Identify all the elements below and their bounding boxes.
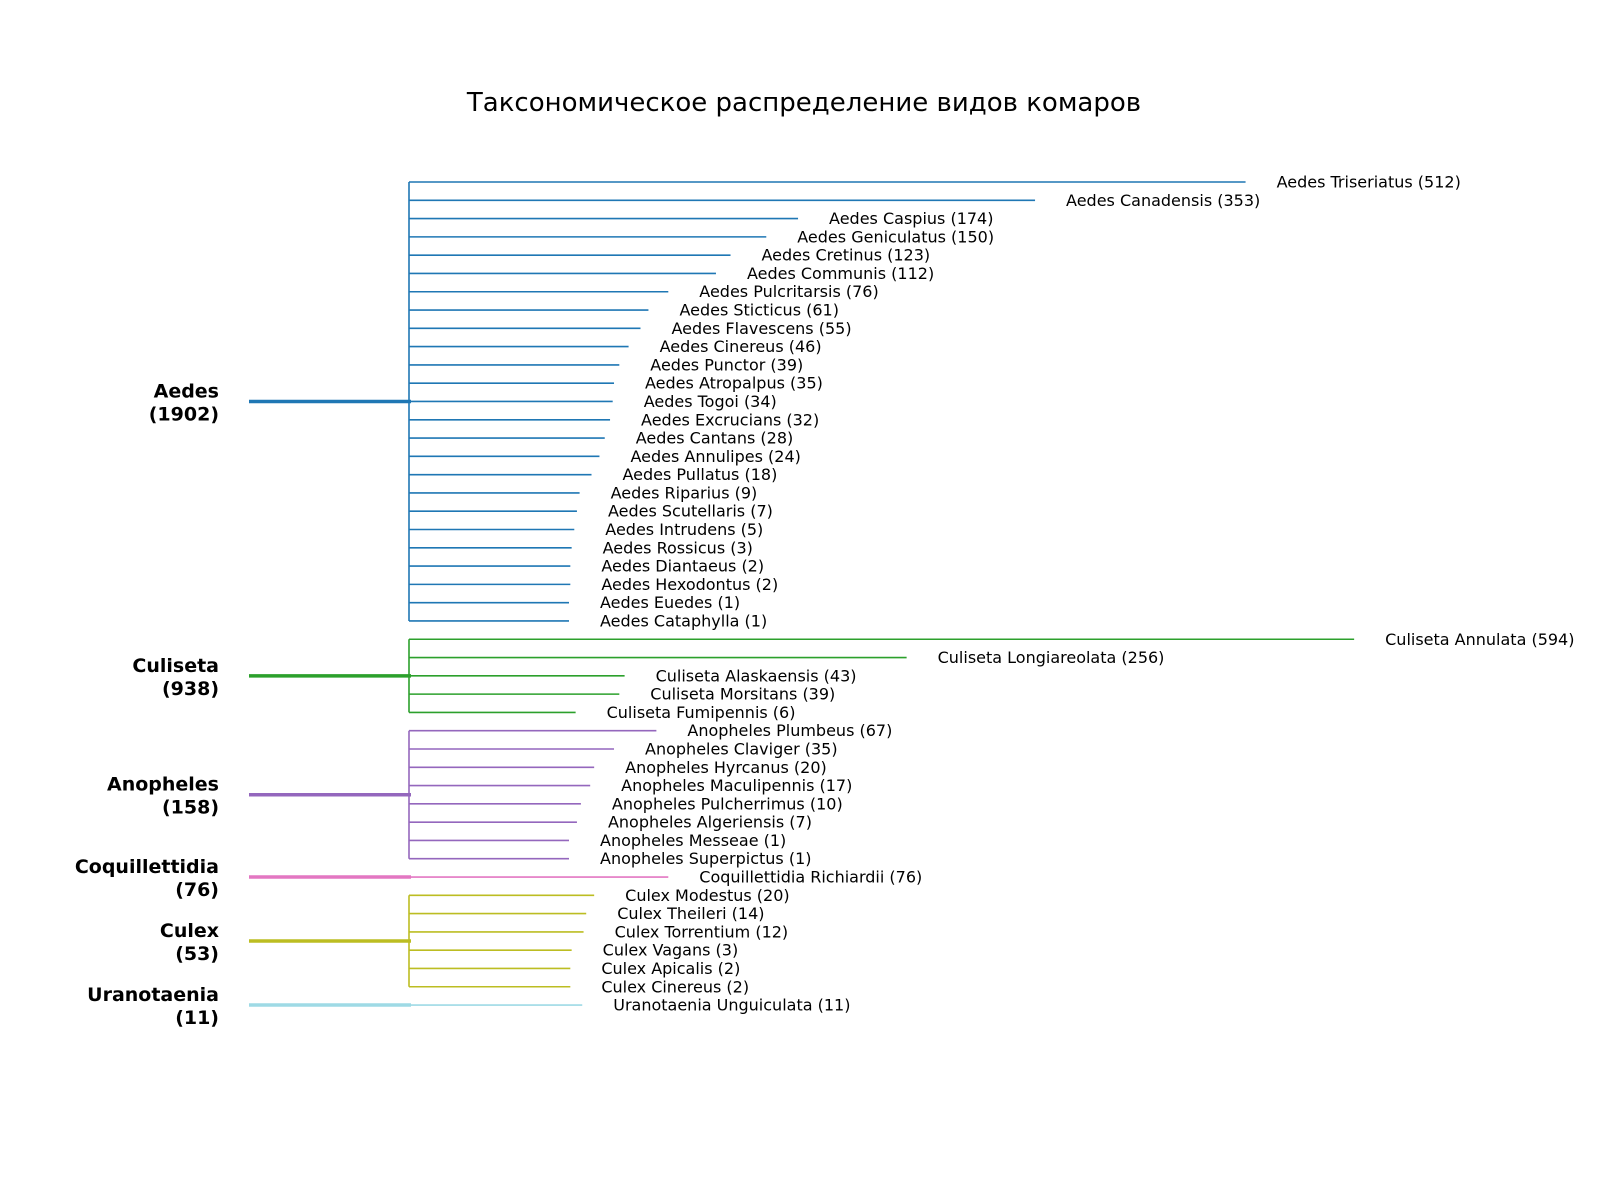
species-label: Culiseta Annulata (594) xyxy=(1385,630,1574,649)
species-label: Aedes Togoi (34) xyxy=(644,392,777,411)
species-label: Aedes Riparius (9) xyxy=(611,483,758,502)
species-label: Culex Modestus (20) xyxy=(625,886,789,905)
species-label: Aedes Pulcritarsis (76) xyxy=(699,282,878,301)
species-label: Culex Apicalis (2) xyxy=(601,959,740,978)
species-label: Aedes Scutellaris (7) xyxy=(608,502,773,521)
species-label: Anopheles Maculipennis (17) xyxy=(621,776,852,795)
species-label: Anopheles Pulcherrimus (10) xyxy=(612,794,843,813)
species-label: Aedes Cinereus (46) xyxy=(660,337,822,356)
species-label: Uranotaenia Unguiculata (11) xyxy=(613,996,850,1015)
species-label: Aedes Flavescens (55) xyxy=(671,319,851,338)
species-label: Aedes Cretinus (123) xyxy=(762,246,931,265)
species-label: Aedes Caspius (174) xyxy=(829,209,993,228)
genus-label: Coquillettidia (76) xyxy=(75,856,219,901)
species-label: Aedes Diantaeus (2) xyxy=(601,557,764,576)
species-label: Aedes Cataphylla (1) xyxy=(600,611,767,630)
species-label: Anopheles Plumbeus (67) xyxy=(687,721,892,740)
species-label: Aedes Triseriatus (512) xyxy=(1277,173,1461,192)
species-label: Aedes Atropalpus (35) xyxy=(645,374,823,393)
species-label: Culex Cinereus (2) xyxy=(601,977,749,996)
species-label: Aedes Canadensis (353) xyxy=(1066,191,1260,210)
species-label: Aedes Cantans (28) xyxy=(636,429,794,448)
species-label: Culiseta Morsitans (39) xyxy=(650,685,835,704)
species-label: Aedes Pullatus (18) xyxy=(623,465,778,484)
species-label: Culiseta Longiareolata (256) xyxy=(938,648,1165,667)
species-label: Culex Theileri (14) xyxy=(617,904,764,923)
species-label: Aedes Intrudens (5) xyxy=(605,520,763,539)
species-label: Culiseta Fumipennis (6) xyxy=(607,703,796,722)
species-label: Aedes Geniculatus (150) xyxy=(797,227,994,246)
species-label: Culex Torrentium (12) xyxy=(615,922,789,941)
species-label: Coquillettidia Richiardii (76) xyxy=(699,868,922,887)
species-label: Aedes Rossicus (3) xyxy=(603,538,753,557)
species-label: Aedes Sticticus (61) xyxy=(679,301,839,320)
species-label: Aedes Hexodontus (2) xyxy=(601,575,778,594)
chart-title: Таксономическое распределение видов кома… xyxy=(466,88,1142,118)
species-label: Anopheles Claviger (35) xyxy=(645,739,838,758)
species-label: Culiseta Alaskaensis (43) xyxy=(656,666,857,685)
genus-label: Culex (53) xyxy=(160,920,219,965)
species-label: Anopheles Hyrcanus (20) xyxy=(625,758,827,777)
genus-label: Aedes (1902) xyxy=(149,380,219,425)
species-label: Aedes Annulipes (24) xyxy=(630,447,800,466)
species-label: Aedes Communis (112) xyxy=(747,264,934,283)
species-label: Aedes Excrucians (32) xyxy=(641,410,819,429)
species-label: Aedes Euedes (1) xyxy=(600,593,740,612)
species-label: Anopheles Superpictus (1) xyxy=(600,849,812,868)
species-label: Aedes Punctor (39) xyxy=(650,355,803,374)
genus-label: Uranotaenia (11) xyxy=(87,984,219,1029)
genus-label: Anopheles (158) xyxy=(107,774,219,819)
species-label: Anopheles Algeriensis (7) xyxy=(608,813,812,832)
genus-label: Culiseta (938) xyxy=(132,655,219,700)
species-label: Culex Vagans (3) xyxy=(603,941,739,960)
species-label: Anopheles Messeae (1) xyxy=(600,831,786,850)
